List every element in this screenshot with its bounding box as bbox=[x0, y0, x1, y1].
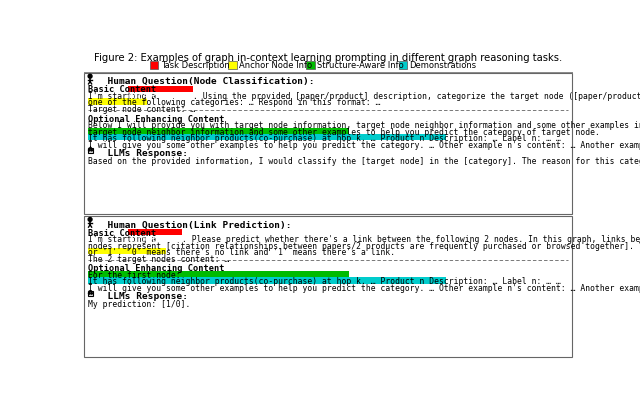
Text: LLMs Response:: LLMs Response: bbox=[95, 149, 188, 158]
Text: Demonstrations: Demonstrations bbox=[410, 61, 477, 70]
Text: or '1'. '0' means there's no link and '1' means there's a link.: or '1'. '0' means there's no link and '1… bbox=[88, 247, 395, 256]
FancyBboxPatch shape bbox=[84, 74, 572, 215]
Circle shape bbox=[91, 293, 92, 294]
Text: I'm starting a: I'm starting a bbox=[88, 234, 161, 243]
FancyBboxPatch shape bbox=[88, 271, 349, 277]
Text: I will give you some other examples to help you predict the category. … Other ex: I will give you some other examples to h… bbox=[88, 283, 640, 292]
Circle shape bbox=[88, 75, 92, 79]
Text: Anchor Node Info: Anchor Node Info bbox=[239, 61, 312, 70]
Text: For the first node:: For the first node: bbox=[88, 270, 180, 279]
Circle shape bbox=[88, 293, 90, 294]
Text: It has following neighbor products(co-purchase) at hop k. … Product n Descriptio: It has following neighbor products(co-pu… bbox=[88, 134, 561, 143]
FancyBboxPatch shape bbox=[88, 128, 349, 134]
Text: node classification task: node classification task bbox=[128, 92, 245, 100]
FancyBboxPatch shape bbox=[88, 278, 447, 284]
FancyBboxPatch shape bbox=[128, 87, 193, 93]
Text: Below I will provide you with target node information, target node neighbor info: Below I will provide you with target nod… bbox=[88, 121, 640, 130]
Text: LLMs Response:: LLMs Response: bbox=[95, 291, 188, 300]
Text: Human Question(Link Prediction):: Human Question(Link Prediction): bbox=[95, 220, 291, 229]
FancyBboxPatch shape bbox=[88, 249, 166, 255]
FancyBboxPatch shape bbox=[128, 230, 182, 235]
Text: The 2 target nodes content: …: The 2 target nodes content: … bbox=[88, 254, 229, 263]
Text: Basic Content: Basic Content bbox=[88, 85, 156, 94]
Text: Figure 2: Examples of graph in-context learning prompting in different graph rea: Figure 2: Examples of graph in-context l… bbox=[94, 53, 562, 63]
Text: Human Question(Node Classification):: Human Question(Node Classification): bbox=[95, 77, 314, 86]
Text: Based on the provided information, I would classify the [target node] in the [ca: Based on the provided information, I wou… bbox=[88, 156, 640, 166]
Text: Optional Enhancing Content: Optional Enhancing Content bbox=[88, 114, 224, 123]
FancyBboxPatch shape bbox=[150, 62, 158, 70]
Circle shape bbox=[88, 218, 92, 222]
FancyBboxPatch shape bbox=[307, 62, 315, 70]
Text: . Please predict whether there's a link between the following 2 nodes. In this g: . Please predict whether there's a link … bbox=[182, 234, 640, 243]
FancyBboxPatch shape bbox=[228, 62, 237, 70]
Text: Task Description: Task Description bbox=[161, 61, 229, 70]
Text: Optional Enhancing Content: Optional Enhancing Content bbox=[88, 264, 224, 273]
FancyBboxPatch shape bbox=[88, 149, 93, 154]
FancyBboxPatch shape bbox=[88, 99, 147, 105]
FancyBboxPatch shape bbox=[88, 135, 447, 141]
Text: Structure-Aware Info: Structure-Aware Info bbox=[317, 61, 404, 70]
FancyBboxPatch shape bbox=[88, 291, 93, 297]
FancyBboxPatch shape bbox=[84, 217, 572, 357]
Text: nodes represent [citation relationships between papers/2 products are frequently: nodes represent [citation relationships … bbox=[88, 241, 640, 250]
Circle shape bbox=[91, 150, 92, 151]
Text: I will give you some other examples to help you predict the category. … Other ex: I will give you some other examples to h… bbox=[88, 141, 640, 149]
Text: I'm starting a: I'm starting a bbox=[88, 92, 161, 100]
Text: . Using the provided [paper/product] description, categorize the target node ([p: . Using the provided [paper/product] des… bbox=[193, 92, 640, 100]
Text: link prediction task: link prediction task bbox=[128, 234, 226, 243]
Text: My prediction: [1/0].: My prediction: [1/0]. bbox=[88, 299, 190, 308]
Text: target node neighbor information and some other examples to help you predict the: target node neighbor information and som… bbox=[88, 127, 600, 136]
Text: Basic Content: Basic Content bbox=[88, 228, 156, 237]
Text: It has following neighbor products(co-purchase) at hop k. … Product n Descriptio: It has following neighbor products(co-pu… bbox=[88, 277, 561, 286]
Text: one of the following categories: … Respond in this format: …: one of the following categories: … Respo… bbox=[88, 98, 380, 107]
FancyBboxPatch shape bbox=[399, 62, 407, 70]
Circle shape bbox=[88, 150, 90, 151]
Text: Target node content: …: Target node content: … bbox=[88, 104, 195, 114]
